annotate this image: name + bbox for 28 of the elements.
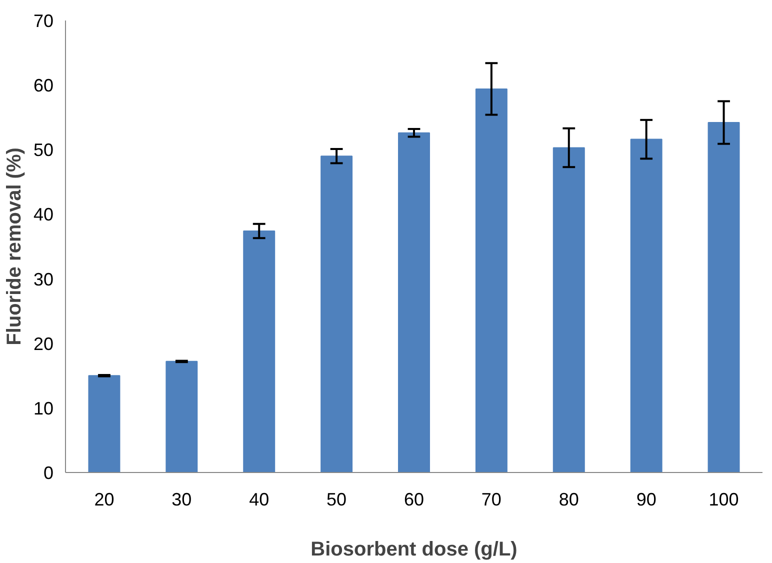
y-tick-label: 10 [33,398,54,418]
bar [708,122,740,472]
bar [320,156,353,472]
bar [166,360,198,472]
y-tick-label: 40 [33,204,54,225]
x-tick-label: 100 [708,490,739,510]
x-tick-label: 20 [94,490,114,510]
x-tick-label: 70 [481,490,502,510]
bar [630,138,662,472]
y-tick-label: 50 [33,140,54,160]
x-tick-label: 30 [172,490,192,510]
x-tick-label: 60 [404,490,424,510]
bar [243,230,276,472]
x-tick-label: 90 [636,490,656,510]
y-axis-title: Fluoride removal (%) [3,148,26,346]
bar [88,375,120,472]
y-tick-label: 0 [43,463,54,483]
y-tick-label: 20 [33,334,54,354]
x-axis-title: Biosorbent dose (g/L) [310,538,518,560]
x-tick-label: 80 [558,490,579,510]
y-tick-label: 60 [33,76,54,96]
bar [398,132,430,472]
x-tick-label: 50 [326,490,347,510]
y-tick-label: 30 [33,269,54,290]
bar [475,88,508,472]
x-tick-label: 40 [249,490,270,510]
y-tick-label: 70 [33,11,54,31]
bar [552,147,585,472]
